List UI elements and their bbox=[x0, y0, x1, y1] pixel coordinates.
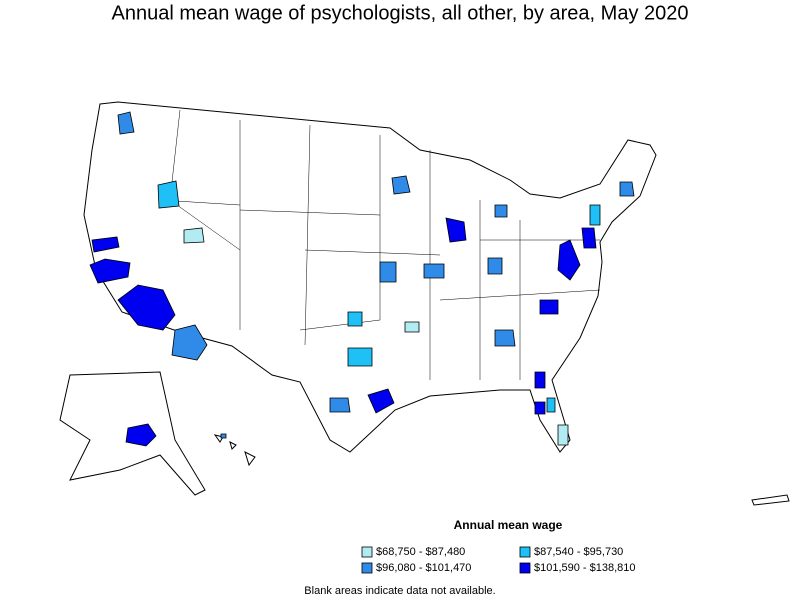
region bbox=[391, 175, 411, 195]
region bbox=[347, 311, 363, 327]
legend-label: $68,750 - $87,480 bbox=[376, 546, 465, 558]
hawaii bbox=[213, 434, 256, 467]
legend: $68,750 - $87,480 $87,540 - $95,730 $96,08… bbox=[361, 546, 636, 574]
legend-swatch bbox=[519, 562, 531, 574]
region bbox=[117, 111, 135, 135]
region bbox=[619, 181, 635, 197]
region bbox=[589, 204, 601, 226]
region bbox=[494, 204, 508, 218]
region bbox=[557, 239, 581, 281]
region bbox=[445, 217, 467, 243]
region bbox=[183, 227, 205, 244]
legend-title: Annual mean wage bbox=[454, 518, 563, 532]
map-title: Annual mean wage of psychologists, all o… bbox=[111, 2, 688, 24]
region bbox=[91, 236, 120, 253]
region bbox=[329, 397, 351, 413]
map bbox=[59, 101, 790, 506]
legend-swatch bbox=[361, 562, 373, 574]
puerto-rico bbox=[751, 494, 790, 506]
region bbox=[157, 180, 180, 209]
region bbox=[220, 433, 227, 439]
region bbox=[404, 321, 420, 333]
legend-label: $96,080 - $101,470 bbox=[376, 562, 471, 574]
region bbox=[171, 324, 208, 361]
region bbox=[367, 388, 395, 414]
region bbox=[423, 263, 445, 279]
region bbox=[534, 371, 546, 389]
region bbox=[546, 397, 556, 413]
region bbox=[494, 329, 516, 347]
region bbox=[125, 423, 157, 447]
region bbox=[557, 424, 569, 446]
legend-swatch bbox=[519, 546, 531, 558]
legend-label: $87,540 - $95,730 bbox=[534, 546, 623, 558]
region bbox=[539, 299, 559, 315]
footnote: Blank areas indicate data not available. bbox=[304, 585, 495, 597]
region bbox=[379, 261, 397, 283]
region bbox=[117, 284, 176, 331]
region bbox=[534, 401, 546, 415]
legend-label: $101,590 - $138,810 bbox=[534, 562, 636, 574]
continental-us bbox=[83, 101, 657, 453]
region bbox=[581, 227, 597, 249]
region bbox=[487, 257, 503, 275]
region bbox=[89, 258, 131, 284]
legend-swatch bbox=[361, 546, 373, 558]
region bbox=[347, 347, 373, 367]
